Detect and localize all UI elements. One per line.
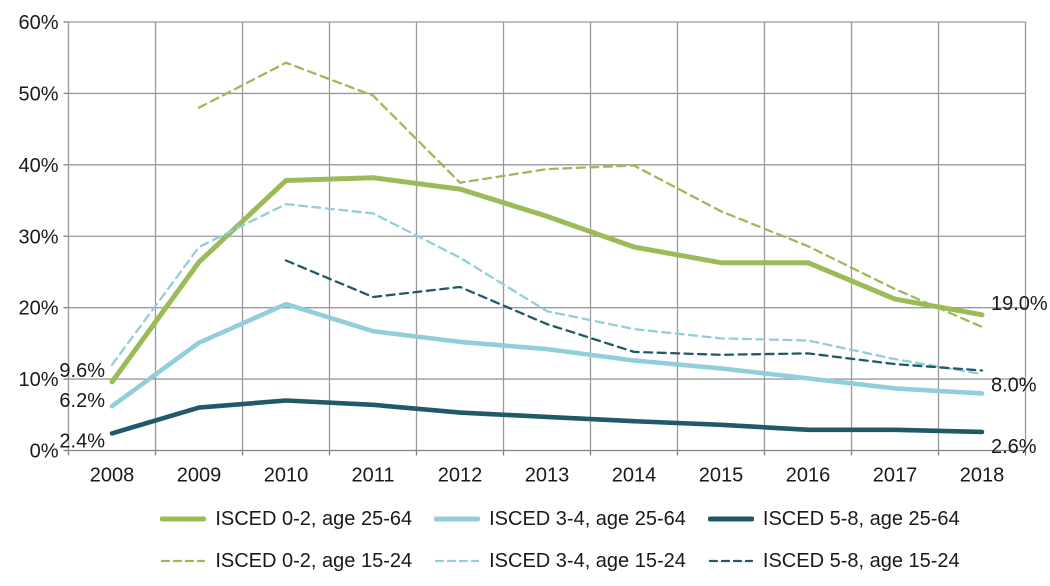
y-tick-label: 50% (18, 83, 58, 105)
legend-item-isced-0-2-age-15-24: ISCED 0-2, age 15-24 (160, 551, 412, 571)
x-tick-label: 2016 (786, 465, 831, 487)
legend-label: ISCED 5-8, age 15-24 (762, 550, 960, 572)
x-tick-label: 2012 (438, 465, 483, 487)
legend-swatch-solid (160, 516, 207, 522)
series-line-isced-5-8-age-15-24 (284, 259, 984, 372)
series-line-isced-3-4-age-15-24 (110, 202, 984, 376)
series-line-isced-0-2-age-15-24 (197, 61, 984, 329)
x-tick-label: 2008 (90, 465, 135, 487)
x-tick-label: 2017 (873, 465, 918, 487)
legend-row-age-15-24: ISCED 0-2, age 15-24 ISCED 3-4, age 15-24… (85, 547, 1035, 575)
x-tick-label: 2014 (612, 465, 657, 487)
legend-item-isced-3-4-age-25-64: ISCED 3-4, age 25-64 (434, 509, 686, 529)
y-tick-label: 10% (18, 369, 58, 391)
x-tick-label: 2011 (351, 465, 394, 487)
x-tick-label: 2018 (960, 465, 1005, 487)
legend-item-isced-5-8-age-25-64: ISCED 5-8, age 25-64 (707, 508, 960, 530)
x-tick-label: 2015 (699, 465, 744, 487)
series-line-isced-0-2-age-25-64 (109, 175, 985, 385)
legend-label: ISCED 3-4, age 25-64 (489, 508, 686, 530)
data-label: 6.2% (59, 390, 105, 412)
legend-row-age-25-64: ISCED 0-2, age 25-64 ISCED 3-4, age 25-64… (85, 505, 1035, 533)
legend-swatch-solid (707, 516, 754, 522)
legend-label: ISCED 3-4, age 15-24 (489, 550, 686, 572)
series-line-isced-5-8-age-25-64 (109, 398, 985, 436)
y-tick-label: 30% (18, 226, 58, 248)
legend-item-isced-0-2-age-25-64: ISCED 0-2, age 25-64 (160, 509, 412, 529)
data-label: 19.0% (991, 293, 1048, 315)
legend-swatch-dashed (161, 559, 206, 563)
x-tick-label: 2013 (525, 465, 570, 487)
data-label: 2.6% (991, 436, 1037, 458)
legend-label: ISCED 0-2, age 25-64 (215, 508, 413, 530)
legend-label: ISCED 5-8, age 25-64 (762, 508, 960, 530)
y-tick-label: 60% (18, 12, 58, 34)
plot-area: 0% 10% 20% 30% 40% 50% 60% 2008 2009 2010 2011 2012… (18, 12, 1048, 487)
data-label: 9.6% (59, 360, 105, 382)
legend-swatch-solid (434, 516, 481, 522)
legend-item-isced-3-4-age-15-24: ISCED 3-4, age 15-24 (434, 551, 686, 571)
series-line-isced-3-4-age-25-64 (109, 301, 985, 409)
data-label: 2.4% (59, 430, 105, 452)
legend-label: ISCED 0-2, age 15-24 (215, 550, 413, 572)
legend-item-isced-5-8-age-15-24: ISCED 5-8, age 15-24 (708, 551, 960, 571)
x-tick-label: 2010 (264, 465, 309, 487)
x-tick-label: 2009 (177, 465, 222, 487)
data-label: 8.0% (991, 374, 1037, 396)
y-tick-label: 20% (18, 298, 58, 320)
legend-swatch-dashed (434, 559, 480, 563)
legend-swatch-dashed (708, 559, 754, 563)
y-tick-label: 0% (30, 441, 59, 463)
y-tick-label: 40% (18, 155, 58, 177)
